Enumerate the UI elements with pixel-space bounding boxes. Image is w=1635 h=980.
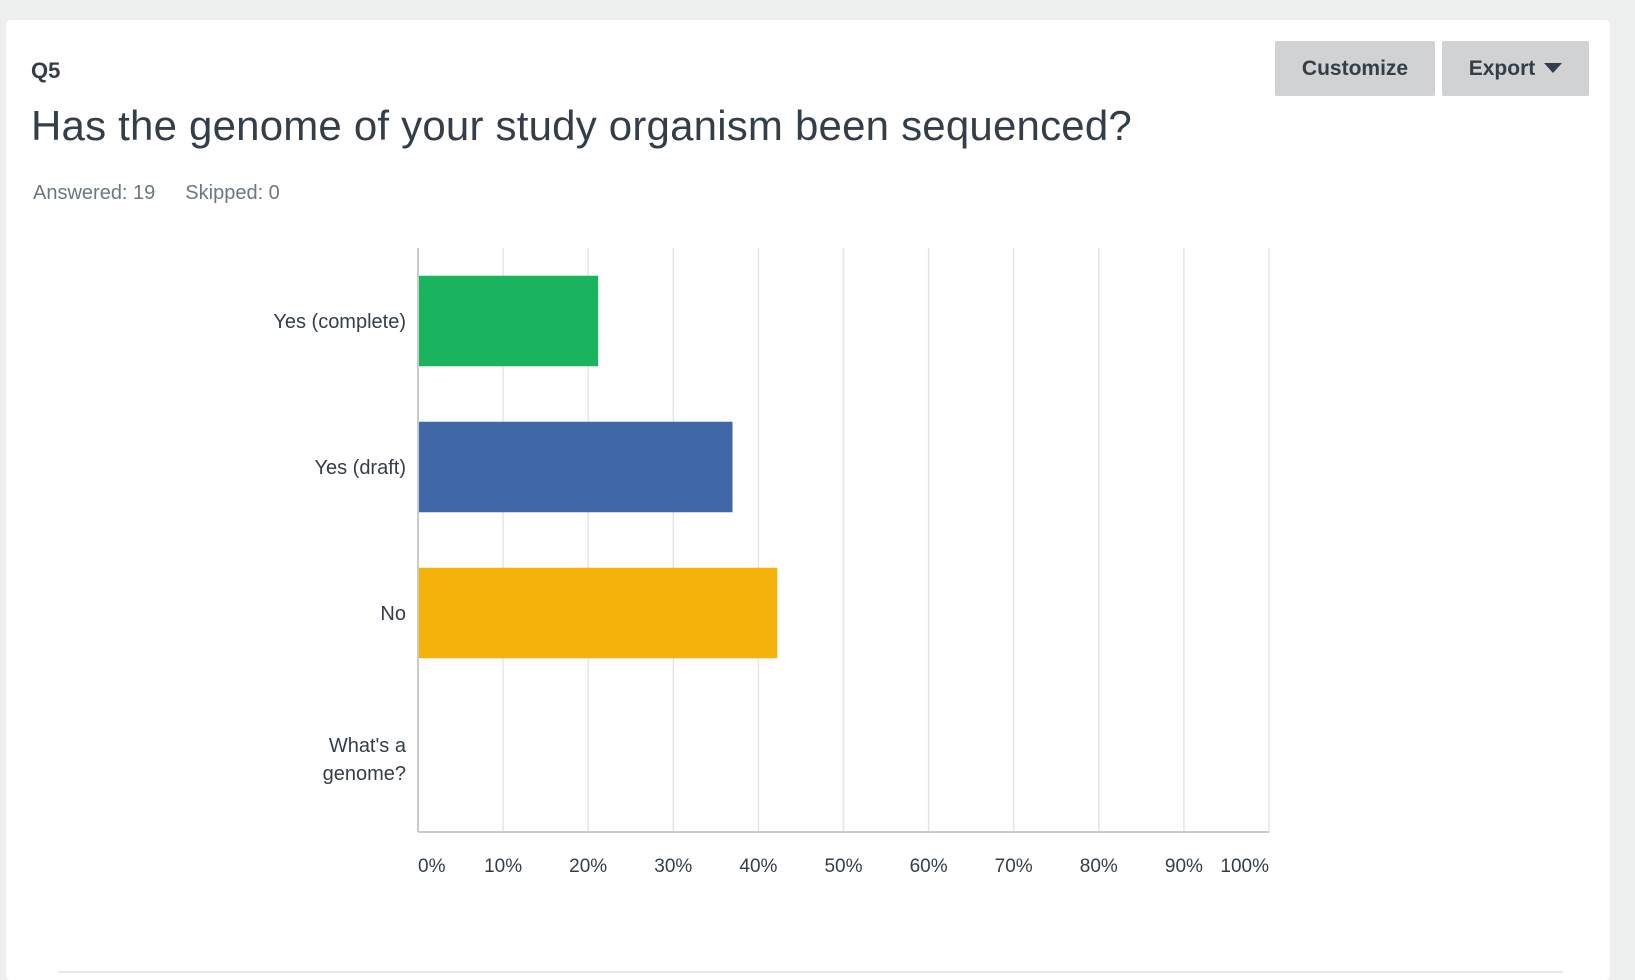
answered-count: Answered: 19: [33, 182, 156, 204]
tick-label: 50%: [824, 856, 862, 877]
caret-down-icon: [1544, 62, 1563, 73]
tick-label: 20%: [569, 856, 607, 877]
section-divider: [58, 971, 1563, 973]
customize-button[interactable]: Customize: [1275, 41, 1435, 96]
tick-label: 30%: [654, 856, 692, 877]
question-title: Has the genome of your study organism be…: [31, 102, 1132, 149]
customize-button-label: Customize: [1301, 56, 1409, 80]
question-number: Q5: [31, 58, 61, 83]
category-label: What's a: [329, 735, 407, 757]
category-label: No: [380, 603, 406, 625]
bar-chart: Yes (complete) Yes (draft) No What's a genom…: [273, 248, 1270, 877]
export-button-label: Export: [1468, 56, 1536, 80]
category-label: Yes (complete): [273, 311, 406, 333]
tick-label: 90%: [1165, 856, 1203, 877]
question-card: Q5 Has the genome of your study organism…: [6, 20, 1610, 980]
tick-label: 80%: [1080, 856, 1118, 877]
response-stats: Answered: 19 Skipped: 0: [33, 182, 280, 205]
tick-label: 10%: [484, 856, 522, 877]
tick-label: 60%: [910, 856, 948, 877]
tick-label: 0%: [418, 856, 446, 877]
tick-label: 100%: [1220, 856, 1269, 877]
bar: [419, 567, 778, 659]
category-label: genome?: [323, 763, 406, 785]
tick-label: 40%: [739, 856, 777, 877]
bar: [419, 275, 599, 367]
skipped-count: Skipped: 0: [185, 182, 280, 204]
bar: [419, 421, 733, 513]
export-button[interactable]: Export: [1442, 41, 1589, 96]
tick-label: 70%: [995, 856, 1033, 877]
category-label: Yes (draft): [314, 457, 406, 479]
